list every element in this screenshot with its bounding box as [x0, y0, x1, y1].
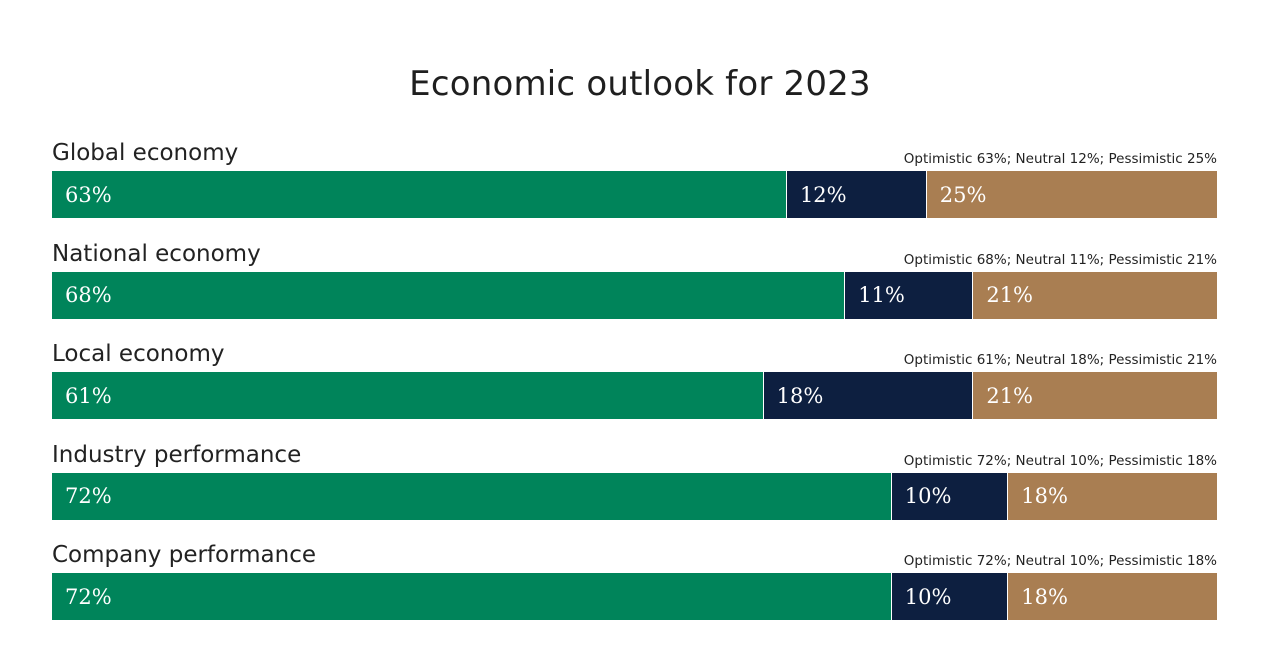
data-label: 10% — [904, 484, 952, 508]
bar-segment-optimistic: 68% — [52, 271, 845, 319]
bar-segment-neutral: 10% — [890, 472, 1008, 520]
stacked-bar: 72% 10% 18% — [52, 472, 1217, 520]
data-label: 18% — [1021, 584, 1068, 609]
stacked-bar: 61% 18% 21% — [52, 372, 1217, 419]
bar-row: Local economy Optimistic 61%; Neutral 18%… — [52, 341, 1217, 421]
data-label: 68% — [65, 283, 112, 307]
bar-segment-optimistic: 61% — [52, 372, 763, 419]
stacked-bar: 68% 11% 21% — [52, 271, 1217, 319]
data-label: 10% — [904, 584, 952, 609]
data-label: 25% — [939, 182, 987, 207]
data-label: 18% — [776, 383, 824, 408]
bar-segment-pessimistic: 25% — [925, 171, 1217, 218]
chart-title: Economic outlook for 2023 — [409, 64, 871, 104]
data-label: 21% — [986, 283, 1034, 307]
bar-segment-pessimistic: 18% — [1007, 573, 1217, 620]
data-label: 21% — [986, 383, 1034, 408]
bar-row: Company performance Optimistic 72%; Neutr… — [52, 542, 1217, 622]
category-label: Local economy — [52, 341, 225, 367]
bar-segment-pessimistic: 21% — [972, 372, 1217, 419]
bar-row: Industry performance Optimistic 72%; Neut… — [52, 442, 1217, 522]
bar-segment-optimistic: 72% — [52, 472, 891, 520]
category-label: Global economy — [52, 140, 239, 166]
bar-row: Global economy Optimistic 63%; Neutral 12… — [52, 140, 1217, 220]
data-label: 63% — [65, 182, 112, 207]
row-summary-text: Optimistic 72%; Neutral 10%; Pessimistic… — [903, 452, 1217, 469]
bar-segment-optimistic: 63% — [52, 171, 786, 218]
bar-segment-neutral: 10% — [890, 573, 1008, 620]
category-label: Company performance — [52, 542, 317, 568]
bar-segment-neutral: 12% — [785, 171, 926, 218]
row-summary-text: Optimistic 72%; Neutral 10%; Pessimistic… — [903, 553, 1217, 569]
bar-segment-pessimistic: 21% — [972, 271, 1217, 319]
bar-segment-neutral: 11% — [844, 271, 973, 319]
bar-row: National economy Optimistic 68%; Neutral … — [52, 241, 1217, 321]
stacked-bar: 63% 12% 25% — [52, 171, 1217, 218]
data-label: 72% — [65, 484, 112, 508]
category-label: National economy — [52, 240, 261, 267]
data-label: 61% — [65, 383, 112, 408]
category-label: Industry performance — [52, 441, 302, 468]
row-summary-text: Optimistic 63%; Neutral 12%; Pessimistic… — [903, 151, 1217, 167]
bar-segment-pessimistic: 18% — [1007, 472, 1217, 520]
bar-segment-optimistic: 72% — [52, 573, 891, 620]
data-label: 12% — [799, 182, 847, 207]
row-summary-text: Optimistic 68%; Neutral 11%; Pessimistic… — [903, 251, 1217, 268]
stacked-bar: 72% 10% 18% — [52, 573, 1217, 620]
data-label: 18% — [1021, 484, 1068, 508]
data-label: 11% — [858, 283, 905, 307]
row-summary-text: Optimistic 61%; Neutral 18%; Pessimistic… — [903, 352, 1217, 368]
data-label: 72% — [65, 584, 112, 609]
bar-segment-neutral: 18% — [762, 372, 973, 419]
